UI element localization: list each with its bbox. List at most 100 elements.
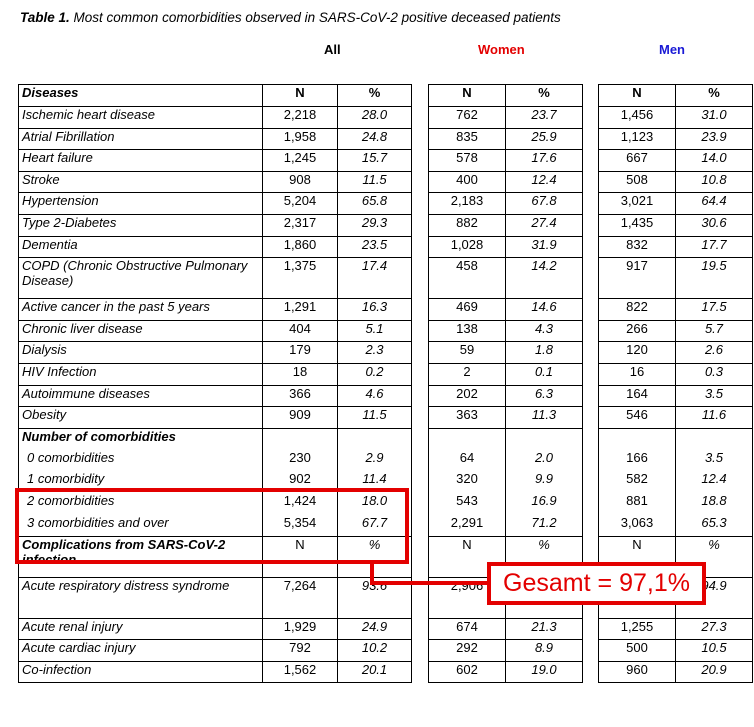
value-n-all: 1,860	[262, 235, 338, 259]
value-n-men: 881	[598, 493, 676, 515]
value-n-all: 1,291	[262, 298, 338, 321]
value-pct-women: 71.2	[505, 514, 583, 537]
value-n-women: 320	[428, 471, 506, 493]
table-row: 500 10.5	[598, 639, 753, 662]
table-row: 138 4.3	[428, 319, 583, 343]
value-n-men: 266	[598, 319, 676, 343]
table-row: Diseases N%	[18, 84, 412, 107]
value-n-women: 363	[428, 406, 506, 429]
value-n-women: 64	[428, 449, 506, 472]
table-row: Ischemic heart disease 2,218 28.0	[18, 106, 412, 129]
annotation-connector-vertical	[370, 564, 374, 584]
row-label: Hypertension	[18, 192, 263, 215]
table-row: 400 12.4	[428, 170, 583, 194]
value-n-all: 1,424	[262, 493, 338, 515]
value-pct-all: 23.5	[337, 235, 412, 259]
table-row: 543 16.9	[428, 493, 583, 515]
value-n-women: 882	[428, 213, 506, 237]
value-n-all: 909	[262, 406, 338, 429]
value-n-women: 2,183	[428, 192, 506, 215]
group-label-men: Men	[659, 42, 685, 57]
table-row: N%	[428, 84, 583, 107]
value-pct-all: 24.9	[337, 617, 412, 641]
row-label: COPD (Chronic Obstructive Pulmonary Dise…	[18, 257, 263, 300]
table-row: 832 17.7	[598, 235, 753, 259]
value-pct-all: 10.2	[337, 639, 412, 662]
value-n-men: 1,456	[598, 106, 676, 129]
row-label: Obesity	[18, 406, 263, 429]
value-n-men: 3,063	[598, 514, 676, 537]
row-label: Chronic liver disease	[18, 319, 263, 343]
value-n-all: 179	[262, 341, 338, 364]
value-n-all: 1,562	[262, 660, 338, 684]
value-n-women: 138	[428, 319, 506, 343]
row-label: Autoimmune diseases	[18, 384, 263, 408]
value-pct-all: 11.5	[337, 406, 412, 429]
value-pct-men: 30.6	[675, 213, 753, 237]
table-row: Heart failure 1,245 15.7	[18, 149, 412, 172]
table-row: 2,291 71.2	[428, 514, 583, 537]
value-n-women: 762	[428, 106, 506, 129]
table-row: Type 2-Diabetes 2,317 29.3	[18, 213, 412, 237]
table-row: Acute renal injury 1,929 24.9	[18, 617, 412, 641]
table-caption: Table 1. Most common comorbidities obser…	[20, 10, 561, 25]
table-row: HIV Infection 18 0.2	[18, 362, 412, 386]
value-n-all: 7,264	[262, 576, 338, 619]
table-row: Acute respiratory distress syndrome 7,264…	[18, 576, 412, 619]
value-n-women: 674	[428, 617, 506, 641]
row-label: 1 comorbidity	[18, 471, 263, 493]
value-pct-women: 27.4	[505, 213, 583, 237]
value-n-men: 3,021	[598, 192, 676, 215]
caption-text: Most common comorbidities observed in SA…	[73, 10, 561, 25]
annotation-total-label: Gesamt = 97,1%	[487, 562, 706, 605]
value-pct-women: 31.9	[505, 235, 583, 259]
value-pct-all: 20.1	[337, 660, 412, 684]
column-header-diseases: Diseases	[18, 84, 263, 107]
column-header-n: N	[262, 84, 338, 107]
table-row: 1,435 30.6	[598, 213, 753, 237]
value-n-women: 59	[428, 341, 506, 364]
value-n-women: 458	[428, 257, 506, 300]
table-row: 1,456 31.0	[598, 106, 753, 129]
table-row: 546 11.6	[598, 406, 753, 429]
table-row	[428, 427, 583, 450]
value-pct-men: 3.5	[675, 384, 753, 408]
row-label: Ischemic heart disease	[18, 106, 263, 129]
value-pct-men: 2.6	[675, 341, 753, 364]
value-pct-women: 4.3	[505, 319, 583, 343]
value-n-men: 500	[598, 639, 676, 662]
table-men: N% 1,456 31.0 1,123 23.9 667 14.0 508 10.8 3,021 6…	[598, 84, 753, 684]
table-row: 64 2.0	[428, 449, 583, 472]
value-pct-women: 23.7	[505, 106, 583, 129]
table-row: 602 19.0	[428, 660, 583, 684]
table-row: 960 20.9	[598, 660, 753, 684]
table-row: 835 25.9	[428, 127, 583, 151]
value-pct-men: 10.8	[675, 170, 753, 194]
value-n-women: 2	[428, 362, 506, 386]
table-row: COPD (Chronic Obstructive Pulmonary Dise…	[18, 257, 412, 300]
table-row: Chronic liver disease 404 5.1	[18, 319, 412, 343]
annotation-connector-horizontal	[370, 581, 490, 585]
value-n-men: 960	[598, 660, 676, 684]
value-pct-women	[505, 427, 583, 450]
value-pct-men: 0.3	[675, 362, 753, 386]
value-n-all: 792	[262, 639, 338, 662]
table-row: 166 3.5	[598, 449, 753, 472]
value-pct-women: 1.8	[505, 341, 583, 364]
table-row: 2 0.1	[428, 362, 583, 386]
value-n-all: 18	[262, 362, 338, 386]
row-label: Co-infection	[18, 660, 263, 684]
value-pct-all: 24.8	[337, 127, 412, 151]
table-row: 458 14.2	[428, 257, 583, 300]
value-pct-men: 31.0	[675, 106, 753, 129]
value-n-women	[428, 427, 506, 450]
value-n-men: 667	[598, 149, 676, 172]
value-n-women: 543	[428, 493, 506, 515]
table-row: 164 3.5	[598, 384, 753, 408]
value-n-women: 469	[428, 298, 506, 321]
table-row: 822 17.5	[598, 298, 753, 321]
value-pct-men: 3.5	[675, 449, 753, 472]
row-label: Acute cardiac injury	[18, 639, 263, 662]
value-pct-all: 18.0	[337, 493, 412, 515]
group-label-all: All	[324, 42, 341, 57]
